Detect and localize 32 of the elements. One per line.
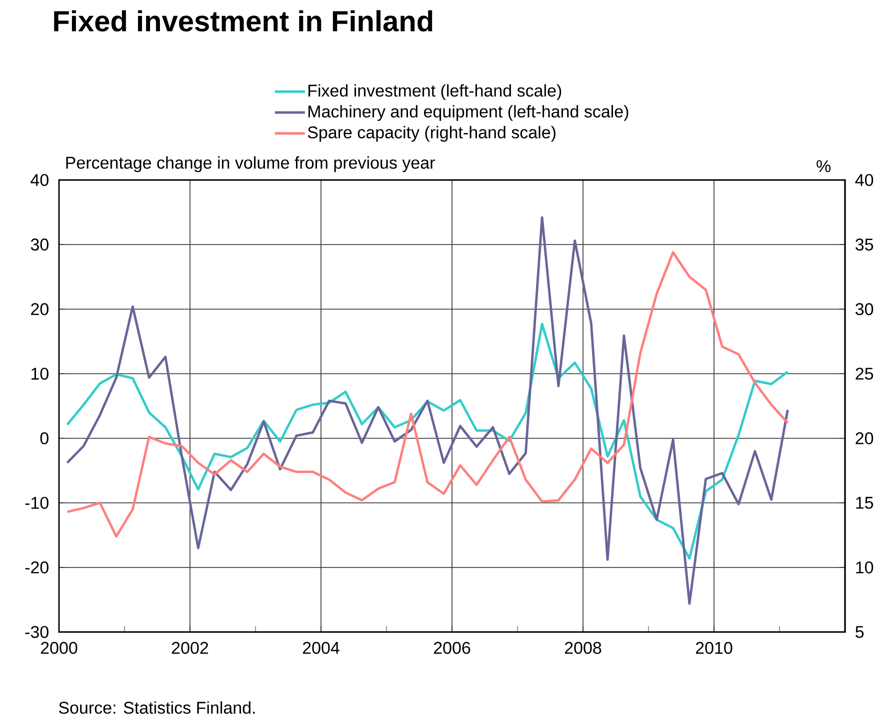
x-tick-label: 2002 — [172, 642, 208, 654]
x-tick-label: 2008 — [564, 642, 602, 654]
y-tick-label: -20 — [25, 561, 48, 574]
y-tick-label: 40 — [30, 174, 48, 186]
y2-tick-label: 15 — [856, 496, 874, 509]
y2-tick-label: 5 — [856, 626, 864, 638]
y2-tick-label: 20 — [856, 432, 874, 444]
line-series — [66, 322, 789, 560]
y2-tick-label: 10 — [856, 561, 874, 574]
line-series — [66, 216, 789, 605]
x-tick-label: 2000 — [40, 642, 78, 654]
chart-title: Fixed investment in Finland — [54, 10, 432, 32]
y-tick-label: 30 — [30, 238, 48, 251]
y2-axis-title: % — [816, 160, 831, 172]
x-tick-label: 2010 — [696, 642, 732, 654]
y2-tick-label: 35 — [856, 238, 874, 251]
x-tick-label: 2006 — [434, 642, 470, 654]
y-tick-label: -10 — [25, 496, 48, 509]
x-tick-label: 2004 — [302, 642, 340, 654]
y2-tick-label: 25 — [856, 368, 874, 380]
y-axis-title: Percentage change in volume from previous year — [66, 156, 435, 172]
legend-label: Machinery and equipment (left-hand scale) — [308, 105, 628, 121]
legend-label: Fixed investment (left-hand scale) — [308, 84, 562, 100]
y-tick-label: -30 — [25, 626, 48, 638]
line-series — [66, 251, 789, 538]
y2-tick-label: 40 — [855, 174, 874, 186]
y-tick-label: 20 — [31, 303, 48, 316]
y-tick-label: 10 — [32, 368, 48, 380]
y2-tick-label: 30 — [856, 303, 874, 316]
legend-label: Spare capacity (right-hand scale) — [308, 126, 556, 142]
source-note: Source: Statistics Finland. — [58, 701, 255, 714]
y-tick-label: 0 — [40, 432, 48, 444]
